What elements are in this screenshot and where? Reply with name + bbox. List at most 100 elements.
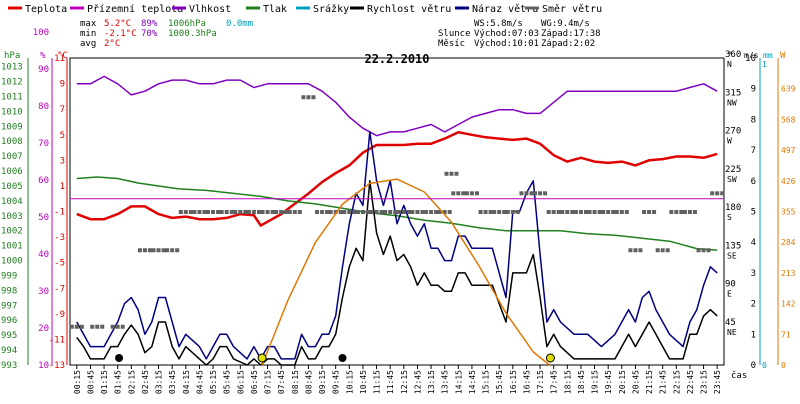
x-tick-label: 11:15 xyxy=(373,370,382,394)
ms-tick-label: 10 xyxy=(745,54,756,64)
x-tick-label: 23:15 xyxy=(700,370,709,394)
sun-set-info: Západ:17:38 xyxy=(541,29,601,39)
wind-direction-point xyxy=(274,210,279,214)
axis-label-hpa: hPa xyxy=(4,51,20,61)
wind-direction-point xyxy=(560,210,565,214)
wind-direction-point xyxy=(100,324,105,329)
wind-direction-point xyxy=(538,191,543,196)
temp-tick-label: -3 xyxy=(54,233,65,243)
pct-tick-label: 70 xyxy=(38,139,49,149)
x-tick-label: 01:45 xyxy=(114,370,123,394)
x-tick-label: 20:15 xyxy=(618,370,627,394)
stats-avg-label: avg xyxy=(80,39,96,49)
x-tick-label: 14:15 xyxy=(454,370,463,394)
x-tick-label: 00:15 xyxy=(73,370,82,394)
dir-tick-compass: W xyxy=(727,137,732,146)
wind-direction-point xyxy=(488,210,493,214)
temp-tick-label: 11 xyxy=(54,54,65,64)
wind-direction-point xyxy=(355,210,360,214)
legend-label-vlhkost: Vlhkost xyxy=(189,4,231,15)
x-tick-label: 00:45 xyxy=(86,370,95,394)
x-tick-label: 18:15 xyxy=(563,370,572,394)
stats-min-press: 1000.3hPa xyxy=(168,29,217,39)
wind-direction-point xyxy=(175,248,180,253)
wind-direction-point xyxy=(669,210,674,214)
hpa-tick-label: 1010 xyxy=(1,107,23,117)
x-tick-label: 19:15 xyxy=(591,370,600,394)
wind-direction-point xyxy=(183,210,188,214)
wind-direction-point xyxy=(578,210,583,214)
wind-direction-point xyxy=(456,191,461,196)
wind-direction-point xyxy=(461,191,466,196)
x-tick-label: 01:15 xyxy=(100,370,109,394)
axis-label-dir: ° xyxy=(727,51,732,61)
wind-direction-point xyxy=(464,191,469,196)
wind-direction-point xyxy=(165,248,170,253)
stats-max-rain: 0.0mm xyxy=(226,19,253,29)
wind-direction-point xyxy=(256,210,261,214)
wind-direction-point xyxy=(270,210,275,214)
wind-direction-point xyxy=(655,248,660,253)
wind-direction-point xyxy=(151,248,156,253)
wind-direction-point xyxy=(192,210,197,214)
w-tick-label: 284 xyxy=(781,238,796,247)
wind-direction-point xyxy=(434,210,439,214)
pct-tick-label: 30 xyxy=(38,287,49,297)
sun-icon xyxy=(257,353,267,363)
x-tick-label: 20:45 xyxy=(631,370,640,394)
x-tick-label: 15:45 xyxy=(495,370,504,394)
series-line-4 xyxy=(76,130,718,360)
ms-tick-label: 9 xyxy=(751,85,756,95)
wind-direction-point xyxy=(338,210,343,214)
wind-direction-point xyxy=(715,191,720,196)
wind-direction-point xyxy=(379,210,384,214)
hpa-tick-label: 997 xyxy=(1,301,17,311)
wind-direction-point xyxy=(469,191,474,196)
wind-direction-point xyxy=(246,210,251,214)
wind-direction-point xyxy=(551,210,556,214)
axis-label-w: W xyxy=(780,51,786,61)
wind-direction-point xyxy=(614,210,619,214)
wind-direction-point xyxy=(292,210,297,214)
x-axis-unit: čas xyxy=(731,370,747,381)
sun-info-label: Slunce xyxy=(438,29,471,39)
x-tick-label: 10:45 xyxy=(359,370,368,394)
stats-max-temp: 5.2°C xyxy=(104,19,131,29)
wind-direction-point xyxy=(297,210,302,214)
hpa-tick-label: 1012 xyxy=(1,78,23,88)
wind-direction-point xyxy=(110,324,115,329)
series-line-1 xyxy=(76,75,718,137)
hpa-tick-label: 1003 xyxy=(1,212,23,222)
wind-direction-point xyxy=(260,210,265,214)
dir-tick-label: 90 xyxy=(725,280,736,290)
wind-direction-point xyxy=(665,248,670,253)
wind-direction-point xyxy=(679,210,684,214)
temp-tick-label: 7 xyxy=(60,105,65,115)
temp-tick-label: -11 xyxy=(49,335,65,345)
wind-direction-point xyxy=(515,210,520,214)
x-tick-label: 15:15 xyxy=(482,370,491,394)
temp-tick-label: -9 xyxy=(54,310,65,320)
x-tick-label: 03:45 xyxy=(168,370,177,394)
legend-label-smer: Směr větru xyxy=(542,3,602,15)
x-tick-label: 05:15 xyxy=(209,370,218,394)
wind-direction-point xyxy=(692,210,697,214)
wind-direction-point xyxy=(424,210,429,214)
series-line-3 xyxy=(76,180,718,366)
wind-direction-point xyxy=(583,210,588,214)
wind-direction-point xyxy=(178,210,183,214)
wind-direction-point xyxy=(633,248,638,253)
wind-direction-point xyxy=(90,324,95,329)
wind-direction-point xyxy=(115,324,120,329)
ms-tick-label: 4 xyxy=(751,238,756,248)
wind-direction-point xyxy=(69,324,74,329)
wind-direction-point xyxy=(706,248,711,253)
wind-direction-point xyxy=(188,210,193,214)
x-tick-label: 18:45 xyxy=(577,370,586,394)
dir-tick-compass: SE xyxy=(727,251,737,260)
plot-frame xyxy=(69,57,725,366)
wind-direction-point xyxy=(502,210,507,214)
wind-direction-point xyxy=(483,210,488,214)
wind-direction-point xyxy=(492,210,497,214)
dir-tick-compass: NW xyxy=(727,98,737,107)
